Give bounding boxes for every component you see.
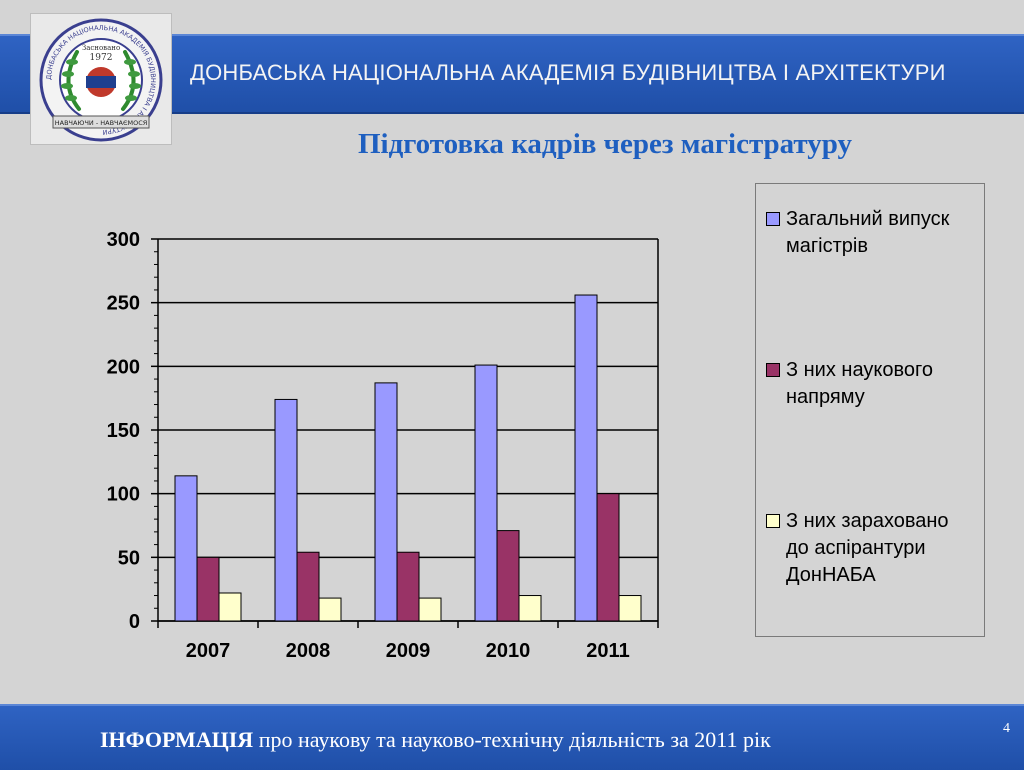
y-tick-label: 150 bbox=[107, 420, 140, 442]
y-tick-label: 50 bbox=[118, 547, 140, 569]
bar-chart: 0 50 100 150 200 250 300 2007 2008 2009 2010 2011 bbox=[107, 229, 659, 662]
page-number: 4 bbox=[1003, 721, 1010, 736]
x-tick-label: 2011 bbox=[586, 640, 629, 662]
chart-legend: Загальний випуск магістрів З них науково… bbox=[755, 183, 985, 637]
x-tick-label: 2007 bbox=[186, 640, 231, 662]
legend-label-postgraduate: З них зараховано до аспірантури ДонНАБА bbox=[786, 510, 949, 586]
legend-item-postgraduate: З них зараховано до аспірантури ДонНАБА bbox=[766, 508, 976, 589]
bar-2007-series-2 bbox=[196, 556, 220, 622]
x-tick-label: 2009 bbox=[386, 640, 431, 662]
svg-text:Засновано: Засновано bbox=[82, 44, 120, 52]
y-tick-label: 250 bbox=[107, 293, 140, 315]
bar-2008-series-2 bbox=[296, 551, 320, 622]
x-tick-label: 2008 bbox=[286, 640, 331, 662]
x-tick-label: 2010 bbox=[486, 640, 531, 662]
bar-2008-series-1 bbox=[274, 398, 298, 622]
bar-2010-series-1 bbox=[474, 364, 498, 622]
bar-2010-series-3 bbox=[518, 595, 542, 622]
y-tick-label: 0 bbox=[129, 611, 140, 633]
legend-label-total: Загальний випуск магістрів bbox=[786, 208, 950, 257]
footer-caption: ІНФОРМАЦІЯ про наукову та науково-техніч… bbox=[100, 727, 771, 753]
slide-subtitle: Підготовка кадрів через магістратуру bbox=[357, 128, 853, 160]
legend-item-scientific: З них наукового напряму bbox=[766, 357, 976, 411]
legend-swatch-total bbox=[766, 212, 780, 226]
bar-2011-series-1 bbox=[574, 294, 598, 622]
bar-2007-series-3 bbox=[218, 592, 242, 622]
academy-logo: ДОНБАСЬКА НАЦІОНАЛЬНА АКАДЕМІЯ БУДІВНИЦТ… bbox=[30, 13, 172, 145]
footer-caption-bold: ІНФОРМАЦІЯ bbox=[100, 727, 254, 752]
academy-emblem-icon: ДОНБАСЬКА НАЦІОНАЛЬНА АКАДЕМІЯ БУДІВНИЦТ… bbox=[39, 18, 163, 142]
footer-bar bbox=[0, 704, 1024, 770]
legend-label-scientific: З них наукового напряму bbox=[786, 359, 933, 408]
y-tick-label: 300 bbox=[107, 229, 140, 251]
bar-2009-series-2 bbox=[396, 551, 420, 622]
bar-2008-series-3 bbox=[318, 597, 342, 622]
svg-text:НАВЧАЮЧИ - НАВЧАЄМОСЯ: НАВЧАЮЧИ - НАВЧАЄМОСЯ bbox=[55, 119, 148, 127]
legend-swatch-postgraduate bbox=[766, 514, 780, 528]
bar-2009-series-3 bbox=[418, 597, 442, 622]
legend-swatch-scientific bbox=[766, 363, 780, 377]
svg-text:1972: 1972 bbox=[90, 53, 113, 63]
y-tick-label: 200 bbox=[107, 356, 140, 378]
bar-2007-series-1 bbox=[174, 475, 198, 622]
bar-2009-series-1 bbox=[374, 382, 398, 622]
footer-caption-rest: про наукову та науково-технічну діяльніс… bbox=[253, 727, 771, 752]
institution-title: ДОНБАСЬКА НАЦІОНАЛЬНА АКАДЕМІЯ БУДІВНИЦТ… bbox=[190, 60, 946, 85]
bar-2011-series-2 bbox=[596, 493, 620, 622]
legend-item-total: Загальний випуск магістрів bbox=[766, 206, 976, 260]
bar-2011-series-3 bbox=[618, 595, 642, 622]
y-tick-label: 100 bbox=[107, 484, 140, 506]
bar-2010-series-2 bbox=[496, 530, 520, 622]
